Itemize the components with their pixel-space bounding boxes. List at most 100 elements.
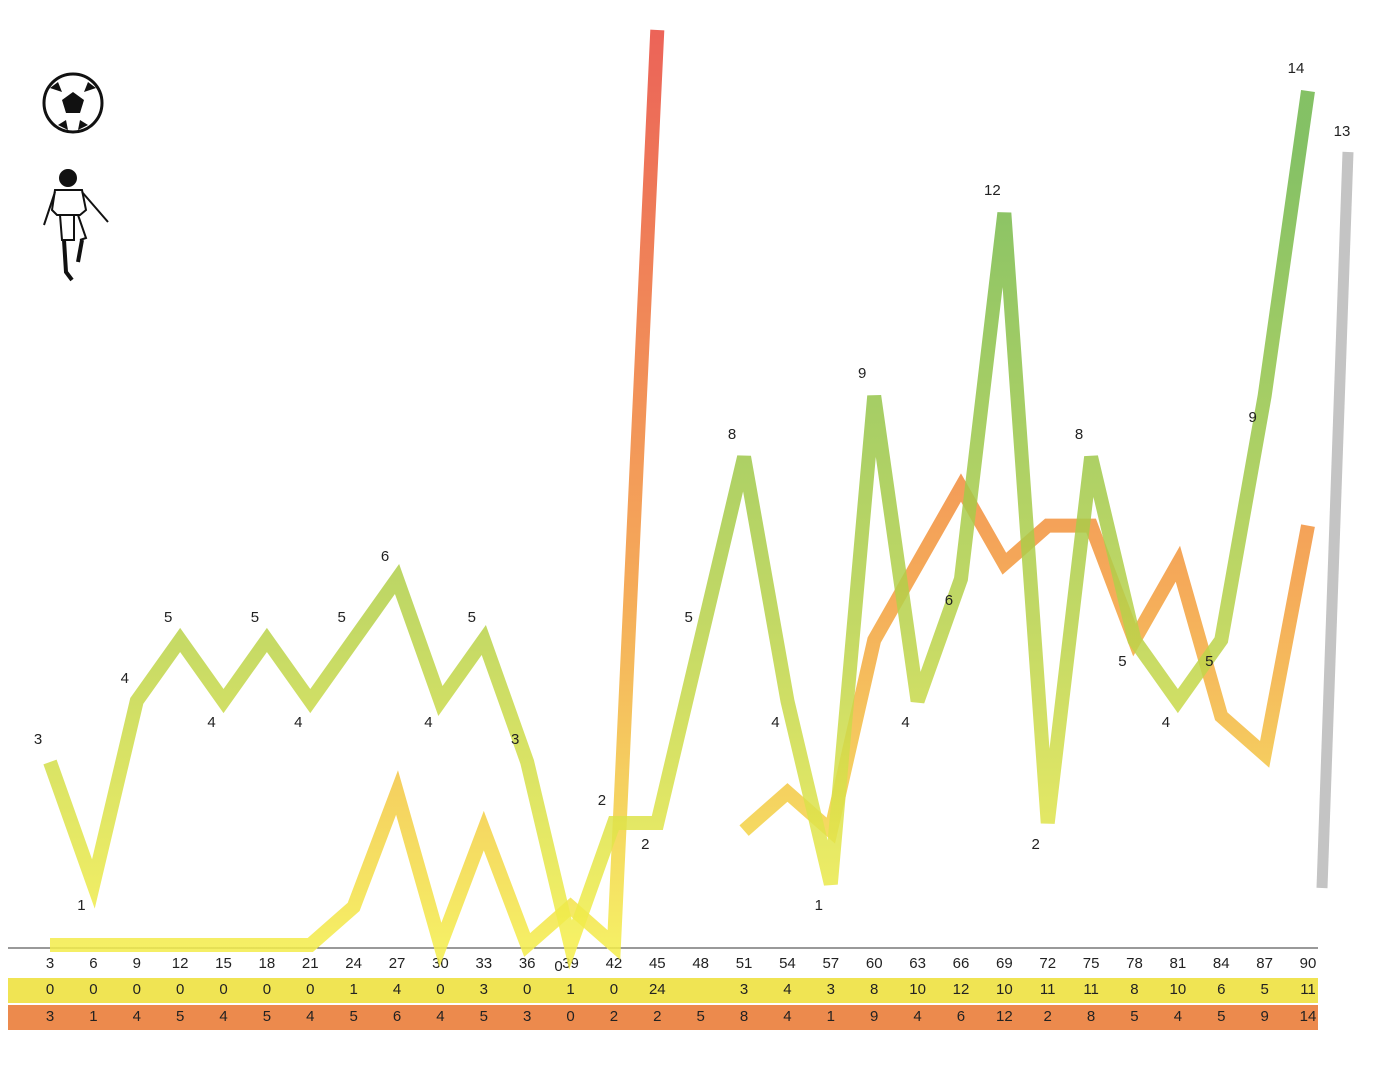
x-tick-label: 66 <box>953 955 970 972</box>
data-label: 9 <box>858 365 866 382</box>
data-label: 14 <box>1288 60 1305 77</box>
table-cell: 0 <box>176 981 184 998</box>
table-cell: 10 <box>909 981 926 998</box>
data-label: 4 <box>424 714 432 731</box>
data-label: 5 <box>468 609 476 626</box>
data-label: 4 <box>207 714 215 731</box>
x-tick-label: 9 <box>133 955 141 972</box>
table-cell: 4 <box>783 1008 791 1025</box>
table-cell: 0 <box>610 981 618 998</box>
x-tick-label: 36 <box>519 955 536 972</box>
table-cell: 24 <box>649 981 666 998</box>
data-label: 5 <box>685 609 693 626</box>
player-icon <box>43 169 109 282</box>
x-tick-label: 90 <box>1300 955 1317 972</box>
table-cell: 9 <box>1260 1008 1268 1025</box>
table-cell: 0 <box>523 981 531 998</box>
table-cell: 4 <box>783 981 791 998</box>
data-label: 12 <box>984 182 1001 199</box>
table-cell: 1 <box>827 1008 835 1025</box>
x-tick-label: 12 <box>172 955 189 972</box>
data-label: 8 <box>1075 426 1083 443</box>
table-cell: 4 <box>1174 1008 1182 1025</box>
table-cell: 10 <box>1170 981 1187 998</box>
table-cell: 3 <box>46 1008 54 1025</box>
table-cell: 3 <box>523 1008 531 1025</box>
x-tick-label: 51 <box>736 955 753 972</box>
row-band-1 <box>8 978 1318 1003</box>
data-label: 6 <box>945 592 953 609</box>
table-cell: 4 <box>133 1008 141 1025</box>
table-cell: 12 <box>996 1008 1013 1025</box>
table-cell: 4 <box>219 1008 227 1025</box>
table-cell: 2 <box>610 1008 618 1025</box>
x-tick-label: 48 <box>692 955 709 972</box>
row-band-2 <box>8 1005 1318 1030</box>
table-cell: 12 <box>953 981 970 998</box>
x-tick-label: 45 <box>649 955 666 972</box>
table-cell: 5 <box>1217 1008 1225 1025</box>
data-label: 5 <box>1205 653 1213 670</box>
data-label: 9 <box>1248 409 1256 426</box>
table-cell: 4 <box>393 981 401 998</box>
x-tick-label: 27 <box>389 955 406 972</box>
table-cell: 3 <box>827 981 835 998</box>
x-tick-label: 87 <box>1256 955 1273 972</box>
table-cell: 10 <box>996 981 1013 998</box>
table-cell: 0 <box>89 981 97 998</box>
table-cell: 8 <box>740 1008 748 1025</box>
table-cell: 2 <box>653 1008 661 1025</box>
data-label: 4 <box>771 714 779 731</box>
data-label: 2 <box>598 792 606 809</box>
x-tick-label: 18 <box>259 955 276 972</box>
table-cell: 5 <box>1260 981 1268 998</box>
data-label: 5 <box>337 609 345 626</box>
series-line <box>50 29 1315 968</box>
table-cell: 11 <box>1083 981 1099 998</box>
table-cell: 4 <box>913 1008 921 1025</box>
table-cell: 4 <box>436 1008 444 1025</box>
x-tick-label: 81 <box>1170 955 1187 972</box>
table-cell: 11 <box>1040 981 1056 998</box>
x-tick-label: 21 <box>302 955 319 972</box>
x-tick-label: 24 <box>345 955 362 972</box>
table-cell: 11 <box>1300 981 1316 998</box>
data-label: 0 <box>554 958 562 975</box>
x-tick-label: 15 <box>215 955 232 972</box>
x-tick-label: 78 <box>1126 955 1143 972</box>
table-cell: 4 <box>306 1008 314 1025</box>
x-tick-label: 69 <box>996 955 1013 972</box>
x-tick-label: 3 <box>46 955 54 972</box>
table-cell: 3 <box>480 981 488 998</box>
table-cell: 1 <box>349 981 357 998</box>
series-line <box>43 90 1315 970</box>
data-label: 1 <box>77 897 85 914</box>
x-tick-label: 54 <box>779 955 796 972</box>
data-label: 5 <box>251 609 259 626</box>
ball-icon <box>42 72 104 134</box>
marker-label: 13 <box>1334 123 1351 140</box>
table-cell: 9 <box>870 1008 878 1025</box>
data-label: 3 <box>34 731 42 748</box>
x-tick-label: 60 <box>866 955 883 972</box>
table-cell: 0 <box>263 981 271 998</box>
table-cell: 6 <box>1217 981 1225 998</box>
table-cell: 5 <box>176 1008 184 1025</box>
table-cell: 5 <box>349 1008 357 1025</box>
table-cell: 3 <box>740 981 748 998</box>
table-cell: 8 <box>1087 1008 1095 1025</box>
data-label: 4 <box>1162 714 1170 731</box>
x-tick-label: 75 <box>1083 955 1100 972</box>
x-tick-label: 57 <box>822 955 839 972</box>
table-cell: 0 <box>436 981 444 998</box>
table-cell: 0 <box>46 981 54 998</box>
x-tick-label: 63 <box>909 955 926 972</box>
table-cell: 5 <box>263 1008 271 1025</box>
data-label: 4 <box>294 714 302 731</box>
marker-bar <box>1316 151 1354 889</box>
table-cell: 2 <box>1044 1008 1052 1025</box>
data-label: 3 <box>511 731 519 748</box>
data-label: 2 <box>641 836 649 853</box>
